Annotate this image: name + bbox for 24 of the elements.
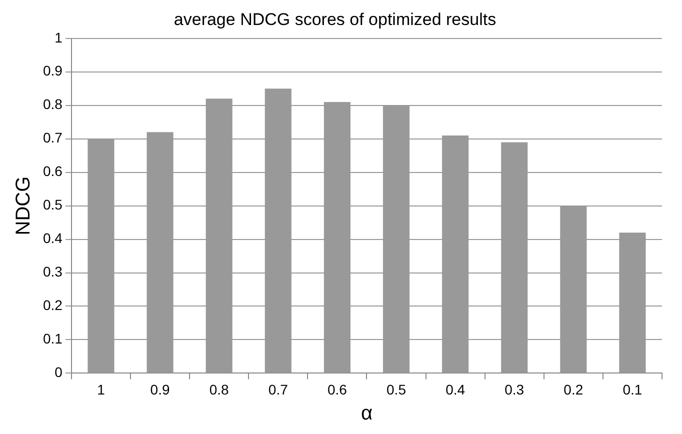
x-tick-label: 0.5 bbox=[386, 381, 406, 398]
y-tick-label: 0 bbox=[54, 364, 63, 380]
y-tick-label: 0.4 bbox=[42, 230, 63, 246]
y-tick-label: 0.1 bbox=[42, 330, 63, 347]
x-tick-label: 1 bbox=[97, 381, 106, 398]
y-tick-label: 0.5 bbox=[42, 196, 63, 213]
y-tick-label: 0.3 bbox=[42, 264, 63, 280]
x-tick-label: 0.8 bbox=[209, 381, 230, 398]
x-tick-label: 0.2 bbox=[564, 381, 584, 398]
y-tick-label: 0.9 bbox=[42, 62, 63, 79]
y-tick-label: 0.7 bbox=[42, 130, 63, 146]
y-tick-label: 1 bbox=[54, 29, 63, 46]
x-tick-label: 0.6 bbox=[327, 381, 348, 398]
x-tick-label: 0.3 bbox=[504, 381, 524, 398]
x-tick-label: 0.9 bbox=[150, 381, 170, 398]
x-tick-label: 0.1 bbox=[622, 381, 642, 398]
x-tick-label: 0.4 bbox=[446, 381, 466, 398]
y-tick-label: 0.6 bbox=[42, 163, 63, 180]
chart-title: average NDCG scores of optimized results bbox=[174, 10, 496, 29]
y-tick-label: 0.8 bbox=[42, 96, 63, 112]
y-tick-label: 0.2 bbox=[42, 297, 63, 314]
x-tick-label: 0.7 bbox=[268, 381, 288, 398]
x-axis-title: α bbox=[360, 402, 373, 425]
y-axis-title: NDCG bbox=[12, 176, 35, 236]
